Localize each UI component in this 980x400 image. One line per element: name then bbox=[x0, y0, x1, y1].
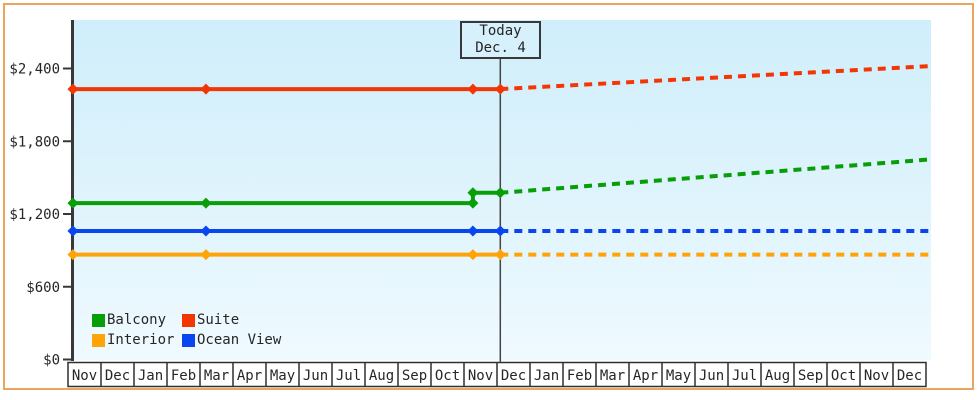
month-label: May bbox=[666, 368, 691, 384]
legend-swatch bbox=[182, 313, 195, 327]
y-axis-tick-label: $600 bbox=[26, 280, 60, 296]
suite-point-marker bbox=[200, 83, 212, 95]
month-label: Apr bbox=[237, 368, 262, 384]
y-axis-tick-label: $2,400 bbox=[9, 62, 60, 78]
month-label: Apr bbox=[633, 368, 658, 384]
month-label: May bbox=[270, 368, 295, 384]
interior-point-marker bbox=[494, 249, 506, 261]
legend-swatch bbox=[92, 333, 105, 347]
suite-point-marker bbox=[67, 83, 79, 95]
month-label: Dec bbox=[501, 368, 526, 384]
legend-item-interior: Interior bbox=[92, 332, 182, 348]
month-label: Jul bbox=[732, 368, 757, 384]
month-label: Feb bbox=[171, 368, 196, 384]
ocean-view-point-marker bbox=[200, 225, 212, 237]
today-flag-line1: Today bbox=[479, 23, 522, 39]
month-label: Aug bbox=[369, 368, 394, 384]
today-flag-line2: Dec. 4 bbox=[475, 40, 526, 56]
month-label: Dec bbox=[105, 368, 130, 384]
balcony-forecast-line bbox=[500, 157, 931, 195]
suite-point-marker bbox=[467, 83, 479, 95]
balcony-point-marker bbox=[467, 187, 479, 199]
suite-point-marker bbox=[494, 83, 506, 95]
legend-swatch bbox=[92, 313, 105, 327]
balcony-point-marker bbox=[494, 187, 506, 199]
legend-item-balcony: Balcony bbox=[92, 312, 182, 328]
month-label: Nov bbox=[72, 368, 97, 384]
month-label: Aug bbox=[765, 368, 790, 384]
month-label: Sep bbox=[402, 368, 427, 384]
legend-item-ocean-view: Ocean View bbox=[182, 332, 281, 348]
ocean-view-point-marker bbox=[67, 225, 79, 237]
month-label: Mar bbox=[204, 368, 229, 384]
y-axis-tick-label: $1,800 bbox=[9, 134, 60, 150]
month-label: Jan bbox=[138, 368, 163, 384]
legend-label: Suite bbox=[197, 312, 240, 328]
month-label: Nov bbox=[468, 368, 493, 384]
legend-label: Interior bbox=[107, 332, 175, 348]
month-label: Oct bbox=[435, 368, 460, 384]
interior-point-marker bbox=[200, 249, 212, 261]
month-label: Mar bbox=[600, 368, 625, 384]
ocean-view-point-marker bbox=[494, 225, 506, 237]
month-label: Feb bbox=[567, 368, 592, 384]
balcony-point-marker bbox=[200, 197, 212, 209]
today-flag: Today Dec. 4 bbox=[460, 21, 541, 59]
legend-item-suite: Suite bbox=[182, 312, 281, 328]
balcony-point-marker bbox=[467, 197, 479, 209]
interior-point-marker bbox=[467, 249, 479, 261]
month-label: Nov bbox=[864, 368, 889, 384]
balcony-history-line bbox=[72, 190, 501, 206]
y-axis-tick-label: $1,200 bbox=[9, 207, 60, 223]
y-axis-tick-label: $0 bbox=[43, 353, 60, 369]
month-label: Oct bbox=[831, 368, 856, 384]
month-label: Jun bbox=[699, 368, 724, 384]
month-label: Jul bbox=[336, 368, 361, 384]
month-label: Sep bbox=[798, 368, 823, 384]
month-label: Jan bbox=[534, 368, 559, 384]
legend-label: Ocean View bbox=[197, 332, 282, 348]
ocean-view-point-marker bbox=[467, 225, 479, 237]
month-label: Dec bbox=[897, 368, 922, 384]
interior-point-marker bbox=[67, 249, 79, 261]
suite-forecast-line bbox=[500, 64, 931, 92]
month-label: Jun bbox=[303, 368, 328, 384]
legend-label: Balcony bbox=[107, 312, 167, 328]
chart-legend: Balcony Suite Interior Ocean View bbox=[92, 312, 281, 348]
legend-swatch bbox=[182, 333, 195, 347]
balcony-point-marker bbox=[67, 197, 79, 209]
